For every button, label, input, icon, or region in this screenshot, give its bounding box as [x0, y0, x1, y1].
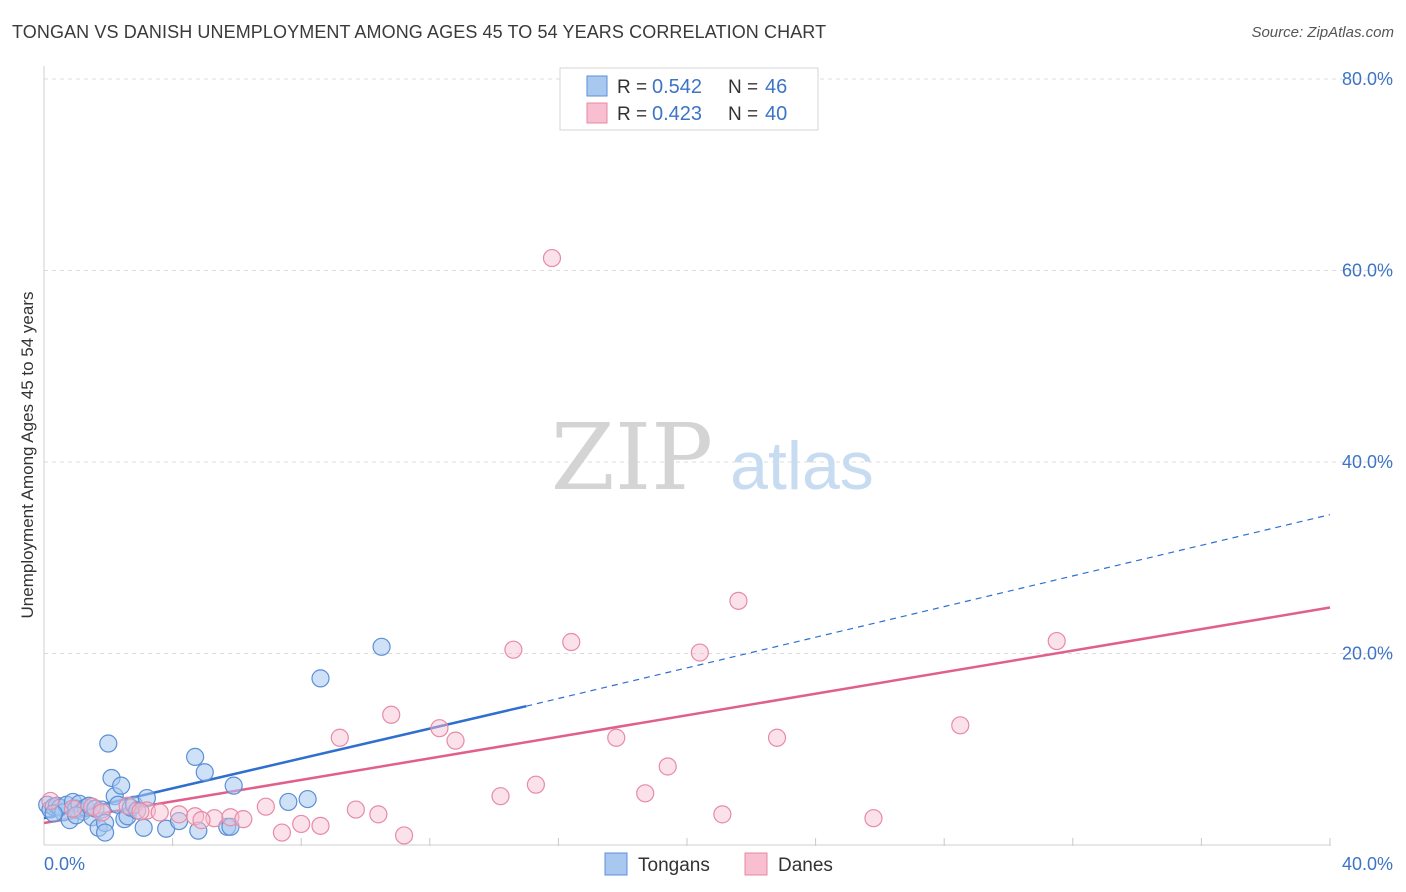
dane-point [504, 640, 523, 659]
dane-point [192, 811, 211, 830]
dane-point [234, 810, 253, 829]
tongan-point [95, 823, 115, 842]
dane-point [562, 632, 581, 652]
dane-point [430, 719, 449, 738]
tongan-point [311, 669, 330, 688]
dane-point [131, 802, 150, 821]
dane-point [658, 757, 677, 776]
dane-point [41, 791, 60, 811]
danes-trendline [43, 606, 1331, 825]
dane-point [526, 775, 545, 794]
dane-point [83, 797, 102, 816]
n-value: 46 [765, 76, 787, 98]
watermark-atlas: atlas [730, 428, 874, 504]
dane-point [607, 728, 626, 747]
tick-labels: 20.0% 40.0% 60.0% 80.0% 0.0% 40.0% [44, 69, 1393, 874]
watermark-zip: ZIP [551, 404, 713, 511]
dane-point [292, 814, 311, 834]
axes [43, 66, 1331, 846]
dane-point [636, 784, 655, 803]
dane-point [382, 705, 401, 724]
r-label: R = [617, 104, 647, 125]
legend-tongans-label: Tongans [638, 855, 710, 876]
dane-point [63, 799, 83, 818]
dane-point [311, 816, 330, 835]
dane-point [713, 805, 732, 824]
tongan-point [186, 747, 205, 767]
dane-point [864, 809, 883, 828]
series-legend: Tongans Danes [604, 852, 833, 876]
danes-swatch [586, 102, 608, 124]
dane-point [951, 716, 970, 735]
legend-danes-swatch [744, 852, 768, 876]
tongan-point [99, 734, 118, 753]
dane-point [330, 728, 349, 747]
watermark: ZIP atlas [551, 404, 874, 511]
x-tick-label: 0.0% [44, 854, 85, 874]
r-value: 0.423 [652, 103, 702, 125]
tongan-point [224, 776, 243, 795]
dane-point [346, 800, 365, 819]
tongans-trendline-extension [526, 514, 1331, 707]
tongan-point [134, 818, 153, 837]
x-tick-label: 40.0% [1342, 854, 1393, 874]
tongan-point [298, 789, 317, 809]
tongan-point [279, 792, 298, 812]
r-label: R = [617, 77, 647, 98]
tongan-point [189, 821, 208, 840]
dane-point [446, 731, 465, 750]
n-label: N = [728, 77, 758, 98]
tongan-point [112, 776, 131, 795]
y-tick-label: 40.0% [1342, 452, 1393, 472]
legend-tongans-swatch [604, 852, 628, 876]
y-tick-label: 20.0% [1342, 644, 1393, 664]
dane-point [491, 787, 510, 806]
chart-title: TONGAN VS DANISH UNEMPLOYMENT AMONG AGES… [12, 22, 827, 42]
dane-point [169, 805, 189, 824]
data-points [38, 248, 1066, 845]
trendlines [43, 514, 1331, 825]
tongan-point [195, 763, 214, 782]
dane-point [92, 803, 111, 822]
y-tick-label: 60.0% [1342, 261, 1393, 281]
dane-point [256, 797, 275, 816]
r-value: 0.542 [652, 76, 702, 98]
tongan-point [372, 637, 391, 656]
y-tick-label: 80.0% [1342, 69, 1393, 89]
n-label: N = [728, 104, 758, 125]
stats-legend: R = 0.542 N = 46 R = 0.423 N = 40 [559, 67, 819, 131]
gridlines [44, 78, 1392, 654]
tongans-swatch [586, 75, 608, 97]
dane-point [369, 805, 388, 824]
dane-point [690, 643, 709, 662]
dane-point [542, 248, 562, 268]
dane-point [1047, 631, 1066, 651]
n-value: 40 [765, 103, 787, 125]
legend-danes-label: Danes [778, 855, 833, 876]
dane-point [272, 823, 292, 842]
dane-point [150, 803, 169, 822]
dane-point [394, 826, 414, 845]
source-label: Source: ZipAtlas.com [1251, 24, 1394, 41]
dane-point [729, 591, 748, 610]
dane-point [767, 728, 787, 747]
